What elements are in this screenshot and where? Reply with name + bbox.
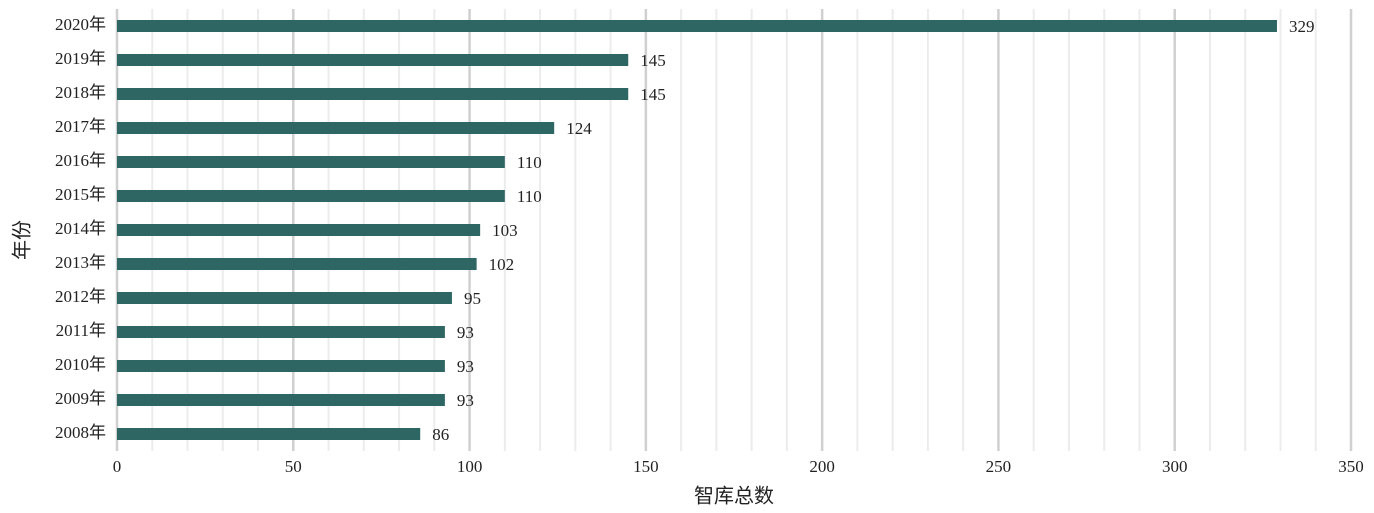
- x-tick-label: 350: [1338, 457, 1364, 476]
- bar: [117, 258, 477, 270]
- data-label: 93: [457, 391, 474, 410]
- y-axis-title: 年份: [11, 220, 34, 260]
- bar: [117, 360, 445, 372]
- x-tick-label: 0: [113, 457, 122, 476]
- data-label: 95: [464, 289, 481, 308]
- bar: [117, 292, 452, 304]
- y-tick-label: 2020年: [55, 15, 106, 34]
- data-label: 102: [489, 255, 515, 274]
- y-tick-label: 2008年: [55, 423, 106, 442]
- x-tick-label: 250: [986, 457, 1012, 476]
- y-tick-label: 2009年: [55, 389, 106, 408]
- data-label: 86: [432, 425, 449, 444]
- y-tick-label: 2011年: [56, 321, 106, 340]
- x-tick-label: 200: [809, 457, 835, 476]
- data-label: 145: [640, 51, 666, 70]
- bar: [117, 428, 421, 440]
- data-label: 93: [457, 323, 474, 342]
- bar: [117, 224, 481, 236]
- data-label: 110: [517, 153, 542, 172]
- bar: [117, 156, 505, 168]
- data-label: 329: [1289, 17, 1315, 36]
- y-tick-label: 2017年: [55, 117, 106, 136]
- y-tick-label: 2014年: [55, 219, 106, 238]
- data-label: 145: [640, 85, 666, 104]
- bar: [117, 190, 505, 202]
- y-tick-label: 2018年: [55, 83, 106, 102]
- y-tick-label: 2010年: [55, 355, 106, 374]
- y-tick-label: 2019年: [55, 49, 106, 68]
- data-label: 110: [517, 187, 542, 206]
- y-tick-label: 2015年: [55, 185, 106, 204]
- bar: [117, 122, 555, 134]
- x-tick-label: 100: [457, 457, 483, 476]
- data-label: 103: [492, 221, 518, 240]
- y-tick-label: 2012年: [55, 287, 106, 306]
- bar: [117, 326, 445, 338]
- data-label: 93: [457, 357, 474, 376]
- x-axis-title: 智库总数: [694, 485, 774, 508]
- data-label: 124: [566, 119, 592, 138]
- bar: [117, 394, 445, 406]
- bar: [117, 88, 629, 100]
- x-tick-label: 300: [1162, 457, 1188, 476]
- y-tick-label: 2013年: [55, 253, 106, 272]
- x-tick-label: 50: [285, 457, 302, 476]
- y-tick-label: 2016年: [55, 151, 106, 170]
- bar: [117, 54, 629, 66]
- bar: [117, 20, 1277, 32]
- x-tick-label: 150: [633, 457, 659, 476]
